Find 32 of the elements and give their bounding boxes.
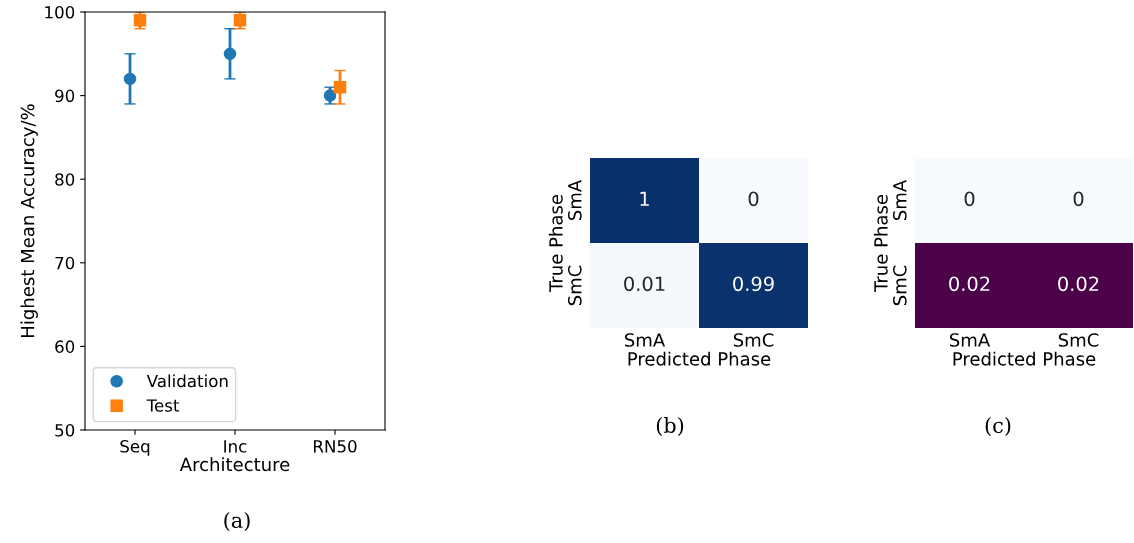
y-tick-label: 80 bbox=[55, 173, 75, 186]
data-label: 0 bbox=[1073, 191, 1084, 207]
text: (b) bbox=[656, 416, 684, 436]
data-label: 1 bbox=[640, 191, 649, 206]
y-tick-label: 60 bbox=[55, 340, 75, 353]
x-tick-label: SmA bbox=[949, 333, 991, 347]
x-tick-label: SmC bbox=[733, 333, 774, 347]
x-axis-title: Architecture bbox=[179, 457, 290, 472]
y-axis-title: True Phase bbox=[873, 194, 888, 293]
x-tick-label: Inc bbox=[224, 440, 247, 453]
data-label: 0 bbox=[964, 191, 975, 207]
x-tick-label: SmC bbox=[1058, 333, 1099, 347]
legend-label: Validation bbox=[146, 374, 228, 388]
data-label: 0 bbox=[748, 191, 759, 207]
data-label: 0.02 bbox=[949, 276, 990, 292]
y-tick-label: 70 bbox=[55, 256, 75, 270]
x-tick-label: RN50 bbox=[314, 440, 357, 453]
y-axis-title: Highest Mean Accuracy/% bbox=[20, 104, 38, 337]
y-tick-label: 100 bbox=[45, 5, 75, 19]
text: (c) bbox=[985, 416, 1011, 436]
x-axis-title: Predicted Phase bbox=[953, 351, 1096, 366]
data-label: 0.99 bbox=[733, 276, 774, 292]
data-label: 0.01 bbox=[624, 276, 665, 292]
y-tick-label: 50 bbox=[55, 423, 75, 437]
x-tick-label: Seq bbox=[120, 440, 150, 456]
x-tick-label: SmA bbox=[624, 333, 666, 347]
y-axis-title: True Phase bbox=[548, 194, 563, 293]
y-tick-label: 90 bbox=[55, 89, 75, 103]
legend-label: Test bbox=[146, 399, 180, 412]
x-axis-title: Predicted Phase bbox=[628, 351, 771, 366]
data-label: 0.02 bbox=[1058, 276, 1099, 292]
text: (a) bbox=[224, 511, 250, 531]
